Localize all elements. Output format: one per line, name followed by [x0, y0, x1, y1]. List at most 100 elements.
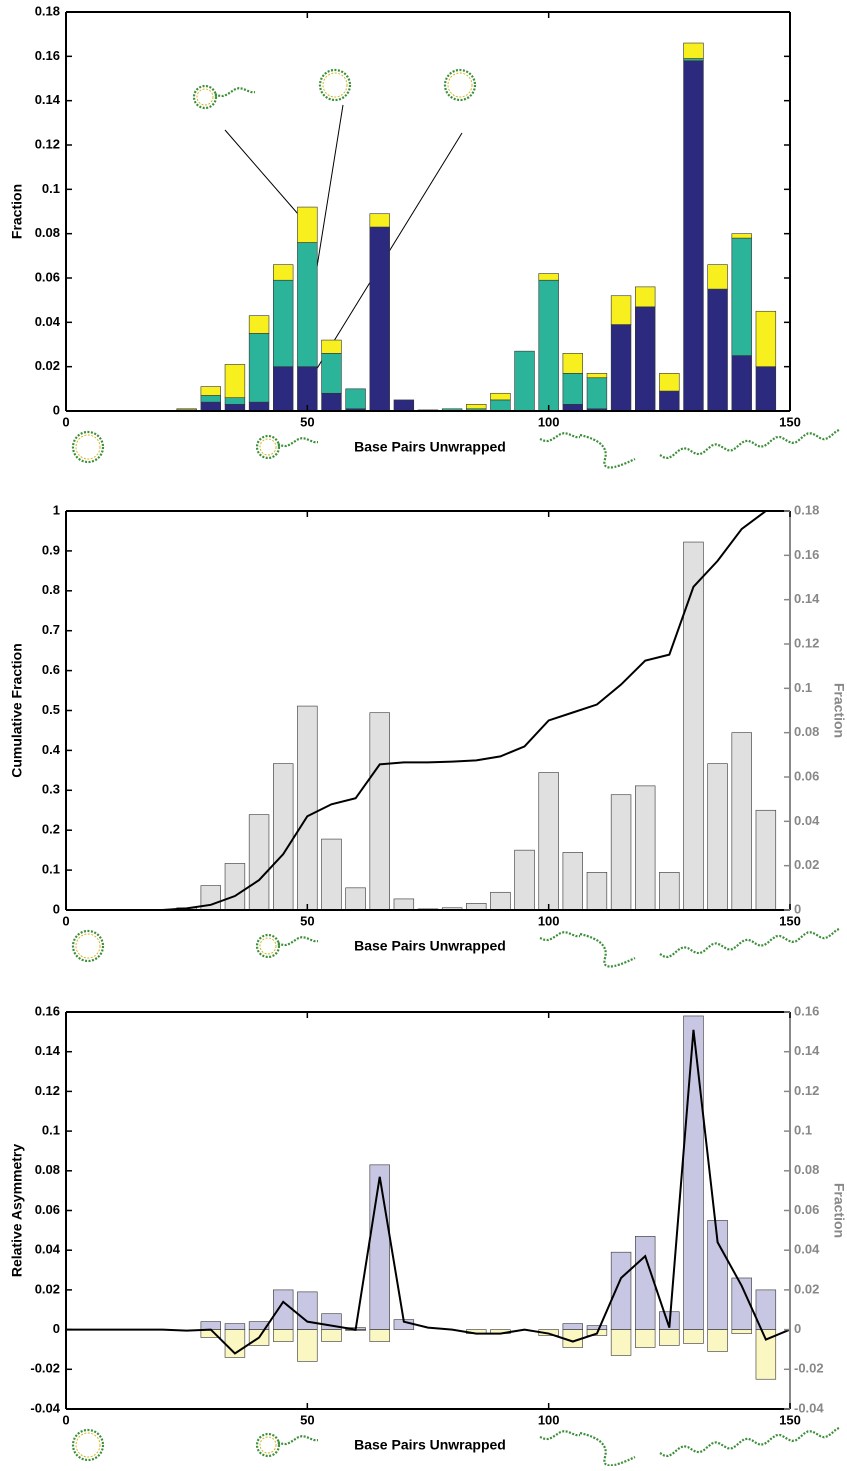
dna-strand: [278, 937, 318, 945]
y-tick-label: 0.7: [42, 622, 60, 637]
bar: [515, 351, 535, 411]
y-tick-label: 0: [53, 901, 60, 916]
bar: [659, 1330, 679, 1346]
y-tick-label: 0.14: [35, 1043, 61, 1058]
bar: [635, 1236, 655, 1329]
y-axis-label: Cumulative Fraction: [9, 643, 25, 778]
bar: [732, 356, 752, 411]
bar: [273, 367, 293, 411]
bar: [225, 1324, 245, 1330]
dna-strand: [580, 1433, 635, 1466]
dna-loop: [73, 1430, 103, 1460]
y-tick-label: 0.1: [42, 181, 60, 196]
bar: [732, 238, 752, 355]
x-tick-label: 0: [62, 414, 69, 429]
arrow: [225, 130, 305, 222]
dna-illustration: [73, 931, 103, 961]
dna-loop: [260, 938, 276, 954]
dna-loop: [448, 73, 472, 97]
bar: [201, 1322, 221, 1330]
dna-strand: [278, 1436, 318, 1444]
y2-axis-label: Fraction: [831, 683, 847, 738]
y-tick-label: 0.1: [42, 862, 60, 877]
dna-illustration: [73, 1430, 103, 1460]
dna-illustration: [320, 70, 350, 100]
y-tick-label: 0.08: [35, 225, 60, 240]
bar: [491, 400, 511, 411]
dna-strand: [278, 438, 318, 446]
x-tick-label: 50: [300, 1412, 314, 1427]
y2-tick-label: -0.04: [794, 1400, 824, 1415]
dna-loop: [197, 89, 213, 105]
y2-axis-label: Fraction: [831, 1183, 847, 1238]
dna-illustration: [540, 433, 635, 467]
bar: [322, 839, 342, 910]
bar: [394, 400, 414, 411]
x-tick-label: 150: [779, 414, 801, 429]
bar: [563, 373, 583, 404]
y2-tick-label: 0: [794, 1321, 801, 1336]
bar: [370, 227, 390, 411]
x-axis-label: Base Pairs Unwrapped: [354, 439, 506, 455]
bar: [297, 1292, 317, 1330]
dna-loop: [320, 70, 350, 100]
bar: [684, 542, 704, 910]
dna-loop: [73, 931, 103, 961]
x-tick-label: 50: [300, 913, 314, 928]
bar: [659, 872, 679, 910]
dna-illustration: [445, 70, 475, 100]
y-tick-label: 0.1: [42, 1123, 60, 1138]
y2-tick-label: 0.14: [794, 1043, 820, 1058]
bar: [756, 311, 776, 366]
dna-illustration: [194, 86, 255, 108]
dna-strand: [540, 932, 580, 940]
dna-loop: [260, 1437, 276, 1453]
y2-tick-label: 0.02: [794, 857, 819, 872]
y2-tick-label: 0.04: [794, 813, 820, 828]
y-tick-label: 0.04: [35, 314, 61, 329]
bar: [297, 243, 317, 367]
bar: [249, 316, 269, 334]
bar: [611, 795, 631, 910]
y2-tick-label: -0.02: [794, 1361, 824, 1376]
y-tick-label: 0.16: [35, 48, 60, 63]
y2-tick-label: 0.06: [794, 768, 819, 783]
bar: [635, 1330, 655, 1348]
bar: [370, 1330, 390, 1342]
dna-illustration: [540, 1431, 635, 1465]
bar: [297, 706, 317, 910]
bar: [322, 340, 342, 353]
dna-strand: [215, 88, 255, 96]
dna-illustration: [660, 429, 840, 458]
dna-strand: [540, 1431, 580, 1439]
bar: [611, 296, 631, 325]
bar: [635, 786, 655, 910]
y-tick-label: 0.06: [35, 269, 60, 284]
bar: [708, 265, 728, 289]
bar: [249, 815, 269, 910]
y-tick-label: 0.08: [35, 1162, 60, 1177]
y2-tick-label: 0.12: [794, 1083, 819, 1098]
x-tick-label: 0: [62, 1412, 69, 1427]
dna-strand: [660, 429, 840, 458]
dna-strand: [540, 433, 580, 441]
y2-tick-label: 0.18: [794, 502, 819, 517]
bar: [563, 1324, 583, 1330]
y2-tick-label: 0.02: [794, 1281, 819, 1296]
y-tick-label: -0.04: [30, 1400, 60, 1415]
bar: [297, 207, 317, 242]
x-tick-label: 100: [538, 414, 560, 429]
bar: [756, 367, 776, 411]
dna-illustration: [660, 928, 840, 957]
y-axis-label: Fraction: [9, 184, 25, 239]
bar: [756, 810, 776, 910]
y-tick-label: 0.14: [35, 92, 61, 107]
figure: 0 50 100 150 0 0.02 0.04 0.06 0.08 0.1 0.12 0.14 0.1…: [0, 0, 847, 1466]
bar: [322, 393, 342, 411]
bar: [297, 1330, 317, 1362]
bar: [225, 364, 245, 397]
y-tick-label: 0: [53, 1321, 60, 1336]
y-tick-label: 0.02: [35, 358, 60, 373]
bar: [611, 325, 631, 411]
bar: [563, 353, 583, 373]
